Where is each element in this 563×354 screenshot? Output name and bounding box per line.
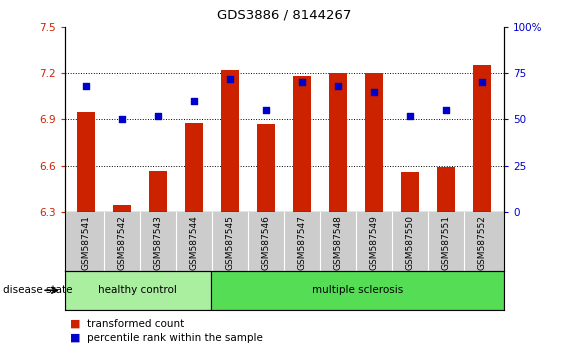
Text: GSM587546: GSM587546	[262, 215, 271, 270]
Text: GSM587544: GSM587544	[190, 215, 199, 270]
Text: GSM587541: GSM587541	[82, 215, 91, 270]
Point	[82, 83, 91, 89]
Bar	[293, 76, 311, 212]
Point	[190, 98, 199, 104]
Point	[370, 89, 379, 95]
Point	[118, 117, 127, 122]
Text: percentile rank within the sample: percentile rank within the sample	[87, 333, 263, 343]
Text: GSM587543: GSM587543	[154, 215, 163, 270]
Text: multiple sclerosis: multiple sclerosis	[312, 285, 403, 295]
Text: GSM587547: GSM587547	[298, 215, 307, 270]
Point	[154, 113, 163, 119]
Point	[334, 83, 343, 89]
Text: GSM587551: GSM587551	[442, 215, 451, 270]
Point	[406, 113, 415, 119]
Bar	[437, 167, 455, 212]
Bar	[365, 73, 383, 212]
Text: GSM587549: GSM587549	[370, 215, 379, 270]
Point	[262, 107, 271, 113]
Text: GSM587545: GSM587545	[226, 215, 235, 270]
Text: GSM587548: GSM587548	[334, 215, 343, 270]
Text: disease state: disease state	[3, 285, 72, 295]
Text: healthy control: healthy control	[99, 285, 177, 295]
Text: transformed count: transformed count	[87, 319, 185, 329]
Point	[298, 80, 307, 85]
Point	[478, 80, 487, 85]
Bar	[401, 172, 419, 212]
Text: ■: ■	[70, 333, 81, 343]
Point	[442, 107, 451, 113]
Text: GDS3886 / 8144267: GDS3886 / 8144267	[217, 9, 351, 22]
Bar	[221, 70, 239, 212]
Bar	[329, 73, 347, 212]
Bar	[211, 271, 504, 310]
Bar	[77, 112, 95, 212]
Point	[226, 76, 235, 81]
Bar	[257, 124, 275, 212]
Bar	[185, 122, 203, 212]
Text: GSM587542: GSM587542	[118, 215, 127, 270]
Text: GSM587552: GSM587552	[478, 215, 487, 270]
Bar	[149, 171, 167, 212]
Text: ■: ■	[70, 319, 81, 329]
Bar	[65, 271, 211, 310]
Text: GSM587550: GSM587550	[406, 215, 415, 270]
Bar	[473, 65, 491, 212]
Bar	[113, 205, 131, 212]
